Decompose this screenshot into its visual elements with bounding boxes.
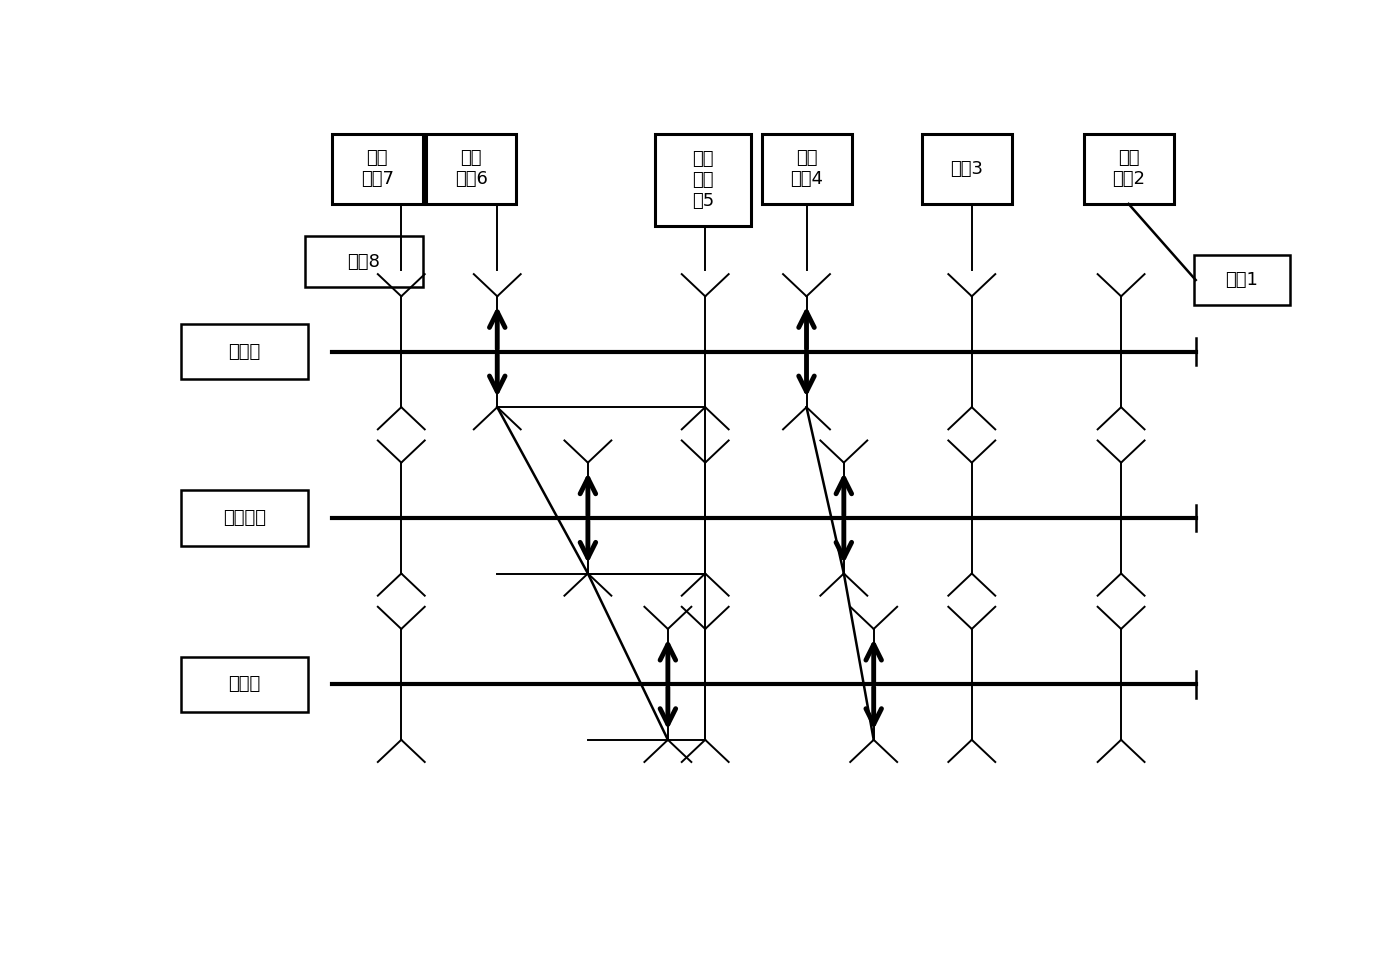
FancyBboxPatch shape <box>425 133 516 204</box>
FancyBboxPatch shape <box>655 133 751 227</box>
Text: 中间视场: 中间视场 <box>223 509 266 527</box>
Text: 光阑3: 光阑3 <box>951 159 984 178</box>
Text: 像面1: 像面1 <box>1225 271 1258 289</box>
Text: 前固
定组7: 前固 定组7 <box>361 150 394 188</box>
FancyBboxPatch shape <box>1084 133 1175 204</box>
FancyBboxPatch shape <box>762 133 852 204</box>
FancyBboxPatch shape <box>305 236 422 287</box>
FancyBboxPatch shape <box>180 491 308 546</box>
Text: 宽视场: 宽视场 <box>228 676 260 693</box>
FancyBboxPatch shape <box>180 657 308 712</box>
Text: 后固
定组2: 后固 定组2 <box>1113 150 1146 188</box>
FancyBboxPatch shape <box>332 133 422 204</box>
Text: 后变
焦组4: 后变 焦组4 <box>791 150 824 188</box>
FancyBboxPatch shape <box>922 133 1013 204</box>
Text: 中央
固定
组5: 中央 固定 组5 <box>692 150 714 209</box>
Text: 前变
焦组6: 前变 焦组6 <box>454 150 487 188</box>
FancyBboxPatch shape <box>180 324 308 379</box>
Text: 窄视场: 窄视场 <box>228 343 260 361</box>
Text: 物面8: 物面8 <box>348 252 380 271</box>
FancyBboxPatch shape <box>1193 255 1289 305</box>
